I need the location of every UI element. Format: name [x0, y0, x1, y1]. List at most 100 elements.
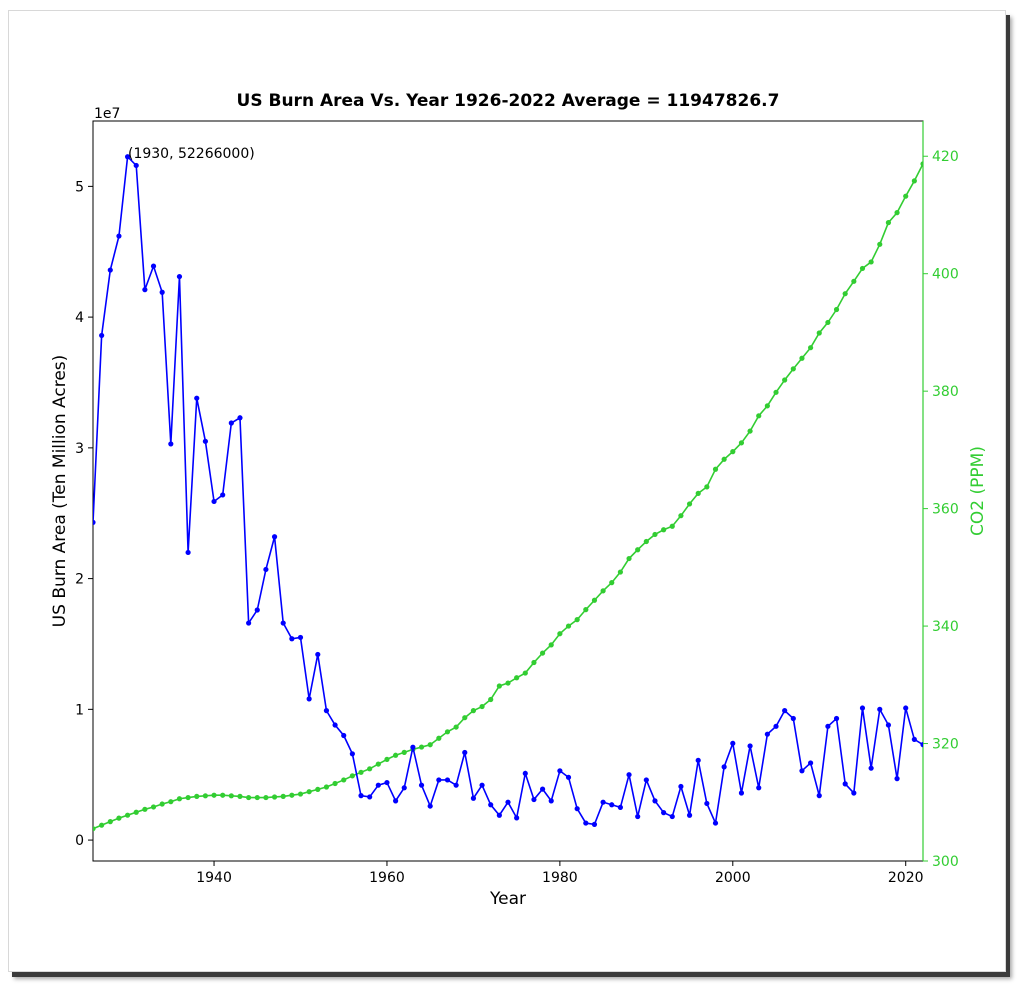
burn-area-series-point	[228, 420, 234, 426]
y2-tick-label: 420	[932, 149, 959, 165]
burn-area-series-point	[211, 498, 217, 505]
y2-tick-label: 320	[932, 737, 959, 753]
burn-area-series-point	[358, 793, 364, 799]
y-tick-label: 4	[75, 310, 84, 326]
burn-area-series-point	[877, 706, 883, 712]
co2-series-point	[306, 789, 312, 795]
co2-series-point	[496, 683, 502, 689]
y2-tick-label: 400	[932, 267, 959, 283]
co2-series-point	[885, 220, 892, 226]
burn-area-series-point	[194, 395, 200, 401]
co2-series-point	[116, 815, 122, 821]
burn-area-series-point	[237, 415, 243, 421]
burn-area-series-point	[384, 779, 390, 786]
burn-area-series-point	[323, 708, 330, 714]
burn-area-series-point	[505, 799, 511, 805]
burn-area-series-point	[704, 800, 710, 807]
x-axis-label: Year	[489, 889, 526, 909]
burn-area-series-point	[254, 607, 260, 613]
co2-series-point	[237, 793, 243, 799]
burn-area-series-point	[496, 812, 502, 818]
co2-series-point	[877, 241, 883, 247]
co2-series-point	[565, 623, 572, 629]
co2-series-point	[894, 210, 900, 216]
burn-area-series-point	[712, 820, 719, 826]
burn-area-series-point	[764, 731, 770, 737]
co2-series-point	[427, 742, 433, 748]
burn-area-series-point	[297, 634, 304, 641]
burn-area-series-point	[773, 723, 779, 729]
burn-area-series-point	[643, 777, 649, 783]
burn-area-series-point	[393, 798, 399, 804]
co2-series-point	[280, 793, 286, 799]
co2-series-point	[859, 265, 866, 272]
burn-area-series-point	[367, 794, 373, 800]
co2-series-point	[488, 696, 494, 703]
co2-series-point	[384, 756, 390, 762]
co2-series-point	[626, 555, 632, 562]
co2-series-point	[825, 319, 831, 326]
co2-series-point	[194, 793, 200, 799]
co2-series-point	[539, 650, 546, 656]
burn-area-series-point	[289, 636, 295, 642]
co2-series-point	[436, 735, 442, 741]
burn-area-series-point	[695, 757, 701, 763]
co2-series-point	[150, 804, 157, 810]
burn-area-series-point	[626, 772, 632, 778]
co2-series-point	[367, 766, 373, 772]
burn-area-series-point	[99, 332, 105, 339]
co2-series-point	[297, 791, 304, 797]
burn-area-series-point	[531, 796, 537, 803]
co2-series-point	[661, 527, 667, 533]
co2-series-point	[514, 675, 520, 681]
co2-series-point	[462, 715, 468, 721]
burn-area-series-point	[142, 287, 148, 293]
co2-series-point	[557, 631, 563, 637]
co2-series-point	[159, 801, 165, 807]
burn-area-series-point	[600, 799, 606, 805]
co2-series-point	[686, 501, 693, 507]
burn-area-series-point	[150, 263, 157, 269]
burn-area-series-point	[885, 722, 892, 728]
burn-area-series-point	[635, 813, 641, 820]
co2-series-point	[202, 793, 208, 799]
co2-series-point	[453, 724, 459, 730]
co2-series-point	[168, 799, 174, 805]
co2-series-point	[271, 794, 278, 800]
burn-area-series-point	[721, 764, 727, 770]
burn-area-series-point	[756, 785, 762, 791]
burn-area-series-point	[427, 803, 433, 809]
burn-area-series-point	[220, 492, 226, 498]
burn-area-series-point	[894, 776, 900, 782]
burn-area-series-point	[920, 742, 923, 748]
co2-series-point	[470, 708, 477, 714]
co2-series-point	[842, 291, 848, 297]
burn-area-series-point	[842, 781, 848, 787]
co2-series-point	[133, 809, 139, 815]
burn-area-series-point	[686, 812, 693, 818]
burn-area-series-point	[159, 289, 165, 295]
burn-area-series-point	[661, 810, 667, 816]
y-axis-label: US Burn Area (Ten Million Acres)	[50, 355, 70, 628]
co2-series-point	[246, 794, 252, 801]
peak-annotation: (1930, 52266000)	[128, 146, 255, 162]
co2-series-point	[107, 819, 113, 825]
burn-area-series-point	[341, 732, 347, 739]
co2-series-point	[479, 703, 485, 710]
burn-area-series-point	[436, 777, 442, 783]
co2-series-point	[782, 377, 788, 383]
burn-area-series-point	[609, 802, 615, 808]
burn-area-series-point	[669, 813, 675, 820]
burn-area-series-point	[470, 795, 477, 801]
burn-area-series-point	[410, 744, 416, 750]
y-tick-label: 5	[75, 179, 84, 195]
co2-series-point	[349, 773, 355, 779]
co2-series-point	[393, 752, 399, 758]
plot-area: 1940 1960 1980 2000 2020 0 1 2 3 4 5 300 320 340 360 38…	[75, 120, 959, 886]
co2-series-point	[652, 531, 658, 538]
burn-area-series-point	[116, 233, 122, 239]
co2-series-point	[678, 513, 684, 519]
co2-series-point	[833, 306, 840, 313]
co2-series-point	[418, 744, 425, 750]
y2-tick-label: 380	[932, 384, 959, 400]
